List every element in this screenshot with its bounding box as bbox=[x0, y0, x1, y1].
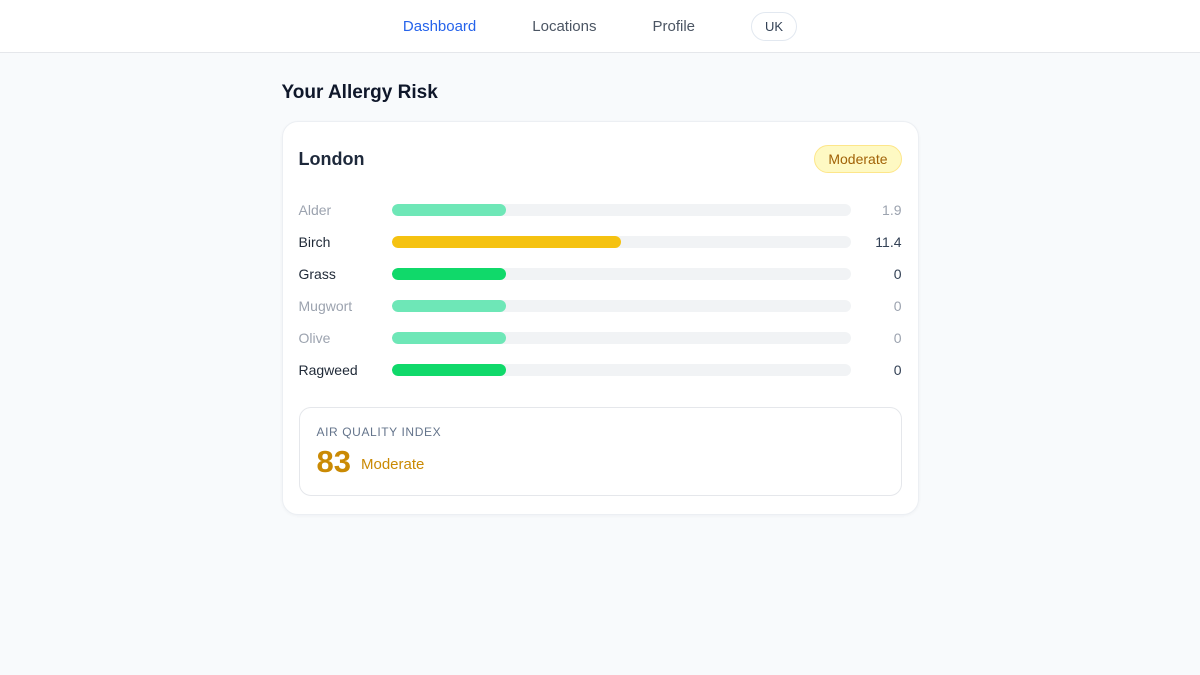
pollen-bar-fill bbox=[391, 332, 507, 344]
pollen-bar-track bbox=[391, 204, 851, 216]
nav-item-profile[interactable]: Profile bbox=[652, 17, 696, 35]
air-quality-card: AIR QUALITY INDEX 83 Moderate bbox=[298, 407, 902, 496]
allergen-label: Mugwort bbox=[298, 298, 353, 314]
city-name: London bbox=[298, 148, 365, 169]
allergen-label: Alder bbox=[298, 202, 332, 218]
card-header: London Moderate bbox=[299, 145, 902, 173]
pollen-bar-fill bbox=[391, 204, 507, 216]
nav-item-locations[interactable]: Locations bbox=[532, 17, 597, 35]
allergen-label: Olive bbox=[298, 330, 331, 346]
pollen-bar-fill bbox=[391, 236, 621, 248]
nav-item-dashboard[interactable]: Dashboard bbox=[402, 17, 477, 35]
region-selector-button[interactable]: UK bbox=[751, 11, 798, 41]
pollen-bar-track bbox=[391, 268, 851, 280]
allergen-row-olive: Olive 0 bbox=[299, 322, 902, 354]
allergen-label: Ragweed bbox=[298, 362, 358, 378]
top-navigation: Dashboard Locations Profile UK bbox=[0, 0, 1200, 53]
aqi-value: 83 bbox=[316, 444, 351, 479]
pollen-bar-track bbox=[391, 332, 851, 344]
allergen-label: Grass bbox=[298, 266, 336, 282]
allergen-value: 0 bbox=[893, 330, 902, 346]
aqi-value-row: 83 Moderate bbox=[317, 446, 885, 477]
allergen-row-alder: Alder 1.9 bbox=[299, 194, 902, 226]
allergen-row-mugwort: Mugwort 0 bbox=[299, 290, 902, 322]
pollen-bar-track bbox=[391, 300, 851, 312]
aqi-status: Moderate bbox=[360, 456, 425, 473]
pollen-bar-fill bbox=[391, 300, 507, 312]
pollen-bar-track bbox=[391, 236, 851, 248]
pollen-bar-fill bbox=[391, 268, 507, 280]
main-content: Your Allergy Risk London Moderate Alder … bbox=[281, 82, 919, 515]
allergen-value: 0 bbox=[893, 298, 902, 314]
page-title: Your Allergy Risk bbox=[281, 82, 438, 103]
allergen-row-ragweed: Ragweed 0 bbox=[299, 354, 902, 386]
allergen-value: 11.4 bbox=[875, 234, 902, 250]
pollen-bar-track bbox=[391, 364, 851, 376]
allergen-value: 0 bbox=[893, 266, 902, 282]
aqi-label: AIR QUALITY INDEX bbox=[316, 425, 442, 439]
risk-level-badge: Moderate bbox=[814, 145, 902, 173]
allergen-list: Alder 1.9 Birch 11.4 Grass 0 bbox=[299, 194, 902, 386]
pollen-bar-fill bbox=[391, 364, 507, 376]
allergen-row-birch: Birch 11.4 bbox=[299, 226, 902, 258]
allergen-value: 1.9 bbox=[882, 202, 902, 218]
allergen-value: 0 bbox=[893, 362, 902, 378]
allergy-risk-card: London Moderate Alder 1.9 Birch 11.4 Gra… bbox=[281, 121, 919, 515]
allergen-row-grass: Grass 0 bbox=[299, 258, 902, 290]
allergen-label: Birch bbox=[298, 234, 331, 250]
